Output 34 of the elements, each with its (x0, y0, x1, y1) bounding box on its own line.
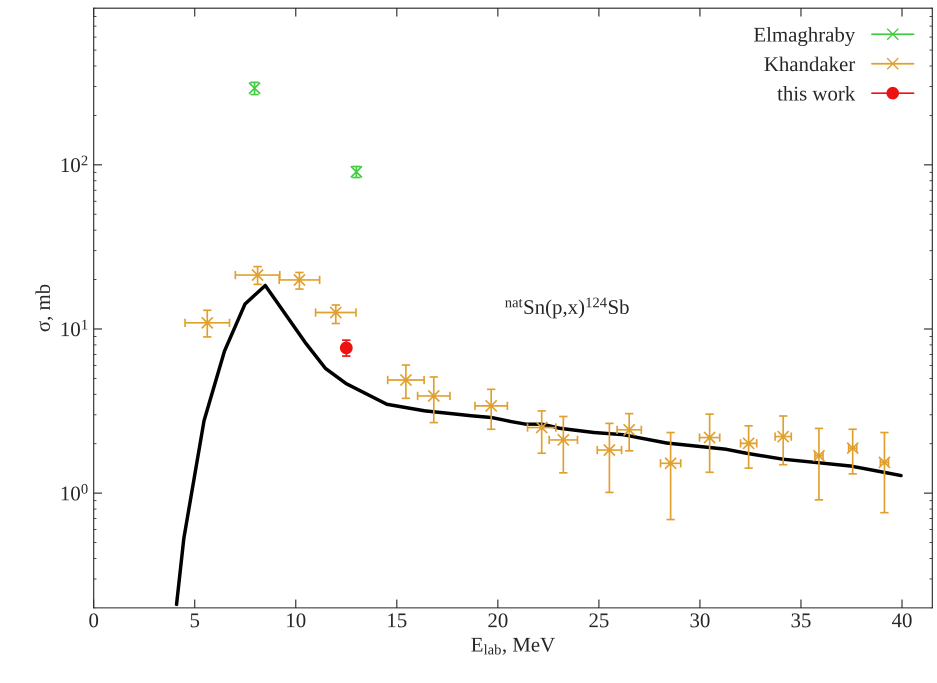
point (603, 444, 616, 456)
point (484, 400, 498, 412)
point (556, 434, 570, 446)
point (251, 268, 264, 282)
x-tick-label: 35 (792, 613, 811, 628)
point (200, 316, 214, 330)
x-tick-label: 30 (690, 613, 710, 628)
point (400, 374, 412, 386)
x-tick-label: 25 (589, 613, 608, 628)
y-tick-label: 10$^{1}$ (62, 320, 88, 336)
point (776, 430, 790, 443)
y-tick-label: 10$^{0}$ (62, 484, 88, 500)
x-axis-title: E$_{lab}$, MeV (471, 638, 555, 655)
x-tick-label: 15 (388, 613, 406, 628)
legend-label: this work (777, 86, 856, 101)
point (340, 342, 353, 354)
point (293, 274, 306, 286)
point (427, 390, 440, 402)
x-tick-label: 5 (190, 614, 200, 628)
point (703, 431, 716, 444)
x-tick-label: 10 (287, 613, 306, 628)
point (742, 436, 756, 450)
annotation: $^{nat}$Sn(p,x)$^{124}$Sb (505, 298, 629, 318)
line-series (174, 284, 903, 606)
x-tick-label: 40 (892, 613, 912, 628)
legend-label: Elmaghraby (754, 27, 856, 46)
x-tick-label: 20 (488, 613, 508, 628)
legend-label: Khandaker (764, 56, 856, 72)
x-tick-label: 0 (89, 613, 98, 628)
point (622, 423, 636, 436)
point (329, 306, 342, 319)
y-axis-title: σ, mb (35, 284, 54, 332)
y-tick-label: 10$^{2}$ (62, 156, 88, 172)
point (664, 456, 678, 470)
